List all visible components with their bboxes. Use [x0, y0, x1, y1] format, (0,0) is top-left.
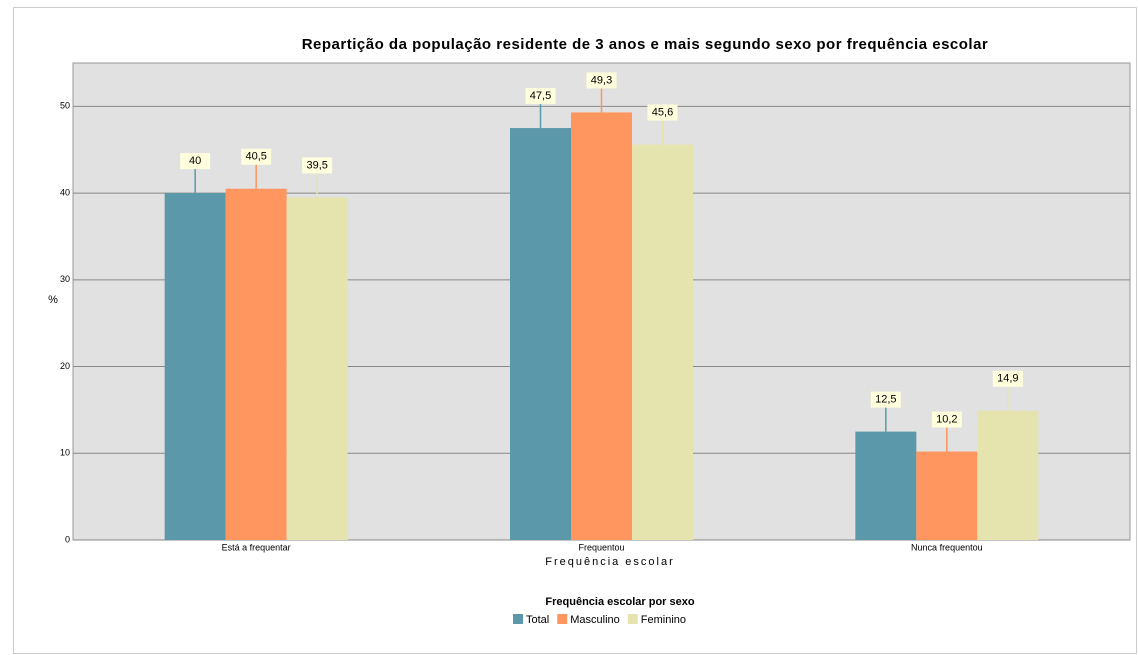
legend-label: Masculino: [570, 614, 620, 626]
x-axis-label: Frequência escolar: [545, 556, 675, 568]
bar: [286, 197, 348, 540]
bar: [571, 112, 632, 541]
label-box: [241, 148, 272, 165]
y-tick-label: 30: [60, 274, 70, 284]
x-tick-label: Nunca frequentou: [911, 542, 983, 552]
bar: [855, 431, 917, 540]
data-label: 12,5: [875, 393, 896, 405]
data-label: 45,6: [652, 106, 673, 118]
label-box: [180, 153, 211, 170]
legend-label: Feminino: [641, 614, 686, 626]
bar: [225, 188, 287, 540]
label-box: [992, 370, 1023, 387]
legend-swatch: [513, 614, 523, 624]
y-tick-label: 0: [65, 534, 70, 544]
label-box: [302, 157, 333, 174]
x-tick-label: Frequentou: [578, 542, 624, 552]
chart-title: Repartição da população residente de 3 a…: [302, 36, 989, 53]
data-label: 49,3: [591, 74, 612, 86]
label-box: [647, 104, 678, 121]
bar: [977, 410, 1039, 540]
y-tick-label: 50: [60, 101, 70, 111]
y-tick-label: 40: [60, 187, 70, 197]
x-tick-label: Está a frequentar: [222, 542, 291, 552]
y-tick-label: 20: [60, 361, 70, 371]
data-label: 40: [189, 155, 201, 167]
y-axis-label: %: [48, 294, 58, 306]
data-label: 14,9: [997, 373, 1018, 385]
data-label: 40,5: [245, 151, 266, 163]
bar: [916, 451, 978, 540]
legend-title: Frequência escolar por sexo: [545, 596, 694, 608]
label-box: [586, 72, 617, 89]
data-label: 39,5: [306, 159, 327, 171]
label-box: [870, 391, 901, 408]
label-box: [931, 411, 962, 428]
bar: [510, 128, 571, 540]
data-label: 10,2: [936, 413, 957, 425]
bar: [632, 144, 693, 541]
legend-swatch: [557, 614, 568, 624]
data-label: 47,5: [530, 90, 551, 102]
y-tick-label: 10: [60, 448, 70, 458]
legend-label: Total: [526, 614, 549, 626]
bar: [164, 193, 226, 540]
label-box: [525, 88, 556, 105]
legend-swatch: [627, 614, 638, 624]
